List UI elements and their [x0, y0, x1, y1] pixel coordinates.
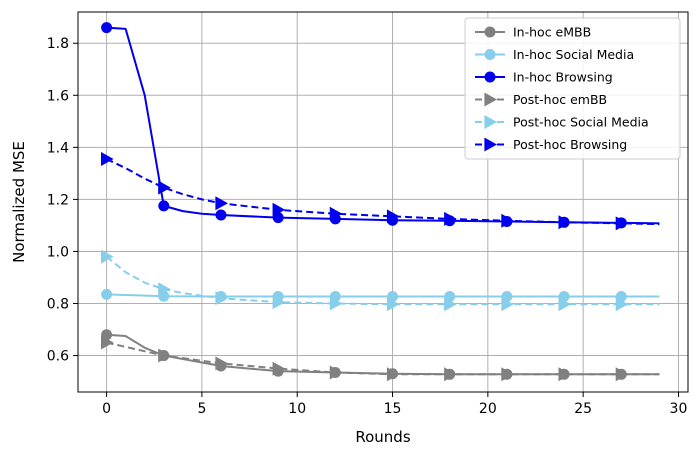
legend-label: Post-hoc emBB [513, 92, 607, 107]
series-0 [101, 329, 660, 380]
y-tick-label: 1.6 [47, 88, 69, 104]
series-4 [100, 249, 660, 312]
data-point [501, 367, 514, 382]
y-tick-label: 1.8 [47, 36, 69, 52]
x-tick-label: 30 [670, 401, 688, 417]
data-point [615, 297, 629, 312]
data-point [329, 365, 343, 380]
data-point [329, 206, 343, 221]
legend-marker [484, 71, 496, 83]
data-point [215, 196, 228, 211]
x-axis-label: Rounds [355, 428, 410, 446]
data-point [615, 216, 629, 231]
data-point [444, 211, 457, 226]
legend-marker [484, 26, 496, 38]
data-point [101, 288, 113, 300]
data-point [386, 367, 400, 382]
data-point [215, 356, 228, 371]
legend-marker [484, 49, 496, 60]
series-line [106, 158, 660, 226]
data-point [615, 367, 629, 382]
data-point [158, 348, 171, 363]
data-point [215, 209, 227, 221]
legend: In-hoc eMBB In-hoc Social Media In-hoc Bro… [464, 17, 681, 160]
data-point [558, 367, 572, 382]
legend-label: In-hoc Browsing [513, 70, 613, 85]
data-point [158, 282, 171, 297]
y-tick-label: 1.4 [47, 140, 69, 156]
data-point [272, 361, 286, 376]
legend-marker [484, 92, 497, 107]
x-tick-label: 20 [479, 401, 497, 417]
x-tick-label: 25 [574, 401, 592, 417]
legend-marker [484, 137, 497, 152]
y-tick-label: 1.2 [47, 192, 69, 208]
data-point [272, 295, 286, 310]
y-tick-label: 0.8 [47, 297, 69, 313]
data-point [386, 297, 400, 312]
data-point [444, 297, 457, 312]
data-point [158, 180, 171, 195]
x-tick-label: 10 [288, 401, 306, 417]
x-tick-label: 0 [102, 401, 111, 417]
x-tick-label: 15 [384, 401, 402, 417]
legend-box [464, 17, 681, 160]
data-point [215, 291, 228, 306]
series-line [106, 341, 660, 376]
data-point [501, 213, 514, 228]
y-tick-label: 1.0 [47, 244, 69, 260]
y-axis-label: Normalized MSE [10, 141, 28, 263]
data-point [558, 297, 572, 312]
x-tick-label: 5 [197, 401, 206, 417]
legend-label: Post-hoc Social Media [513, 115, 649, 130]
data-point [272, 202, 286, 217]
data-point [329, 296, 343, 311]
data-point [501, 297, 514, 312]
data-point [386, 209, 400, 224]
axis-ticks: 0 5 10 15 20 25 30 0.6 0.8 1.0 1.2 1.4 1.6 1.8 [47, 36, 688, 417]
plot-frame [77, 11, 689, 393]
series-5 [100, 152, 660, 231]
series-layer [100, 22, 660, 382]
data-point [100, 249, 114, 264]
legend-label: In-hoc Social Media [513, 47, 634, 62]
series-3 [100, 335, 660, 382]
data-point [158, 200, 170, 212]
legend-label: Post-hoc Browsing [513, 137, 627, 152]
legend-label: In-hoc eMBB [513, 25, 591, 40]
data-point [100, 152, 114, 167]
series-line [106, 333, 660, 376]
y-tick-label: 0.6 [47, 349, 69, 365]
data-point [101, 22, 113, 34]
series-1 [101, 288, 660, 302]
data-point [444, 367, 457, 382]
data-point [100, 335, 114, 350]
data-point [558, 215, 572, 230]
legend-marker [484, 115, 497, 129]
